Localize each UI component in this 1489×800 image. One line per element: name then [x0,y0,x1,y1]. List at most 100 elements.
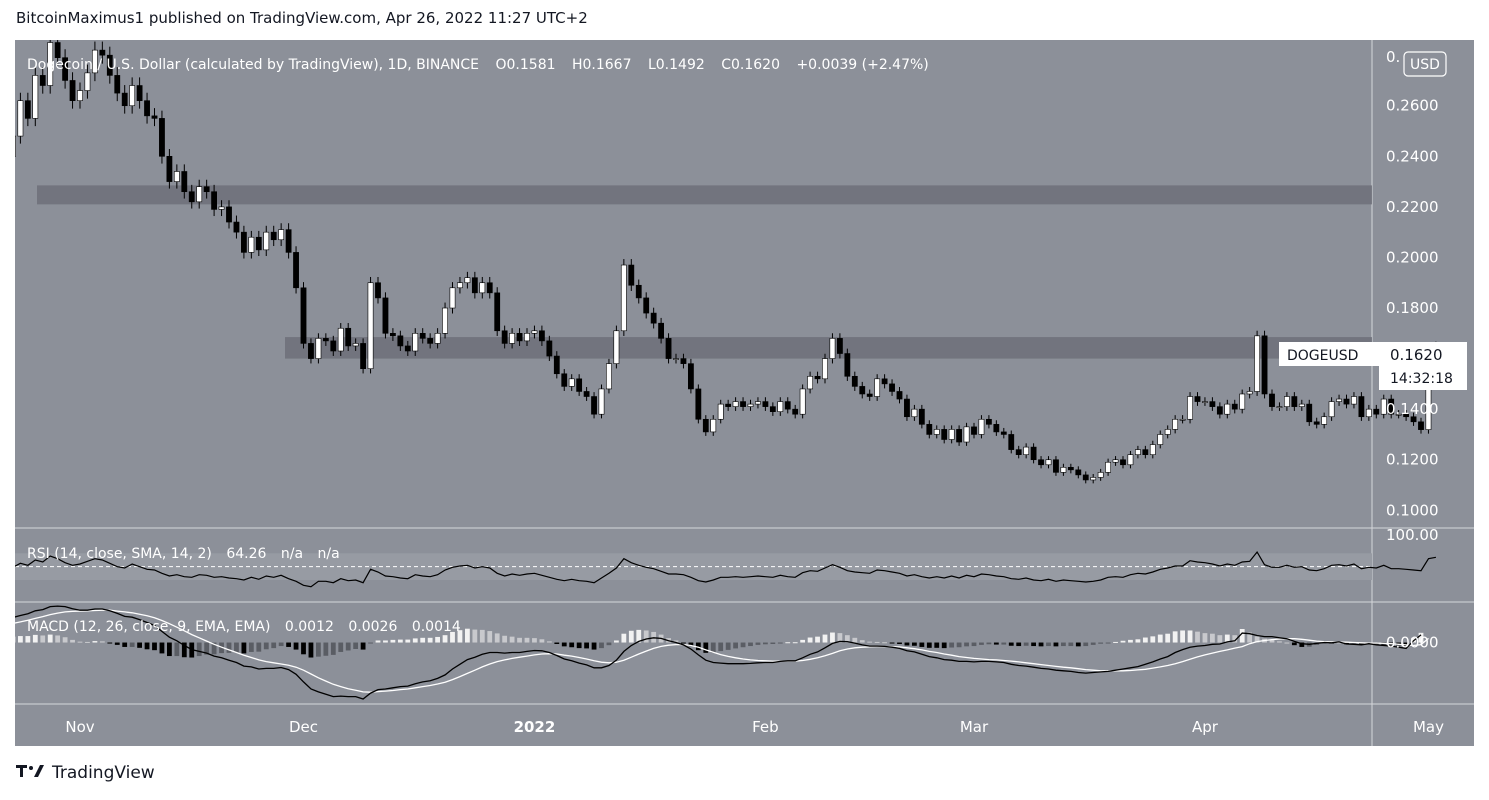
candle-body [501,330,508,344]
macd-hist-bar [859,640,865,643]
macd-hist-bar [755,642,761,645]
candle-body [799,388,806,415]
candle-body [1023,446,1030,455]
candle-body [1373,408,1380,415]
candle-body [1403,413,1409,418]
candle-body [836,338,843,354]
macd-hist-bar [92,641,98,643]
candle-body [449,287,456,309]
macd-hist-bar [1254,636,1260,643]
candle-body [404,345,411,352]
candle-body [1254,335,1260,392]
candle-body [166,156,173,182]
macd-hist-bar [1023,642,1029,646]
candle-body [725,403,732,407]
macd-hist-bar [40,635,46,643]
candle-body [851,375,858,387]
macd-hist-bar [278,642,284,647]
candle-body [807,375,813,390]
candle-body [293,252,299,289]
macd-hist-bar [1359,642,1364,645]
candle-body [144,100,150,117]
macd-hist-bar [368,642,373,644]
candle-body [54,42,61,58]
tradingview-logo-icon[interactable] [16,763,46,783]
macd-hist-bar [681,642,686,644]
candle-body [635,284,642,299]
macd-hist-bar [427,637,433,643]
candle-body [1112,459,1119,463]
macd-hist-bar [450,631,455,643]
macd-hist-bar [1418,632,1424,643]
macd-hist-bar [949,642,955,648]
macd-hist-bar [576,642,582,649]
rsi-top-label: 100.00 [1386,526,1439,544]
candle-body [1395,413,1402,416]
candle-body [1060,467,1067,473]
candle-body [576,378,583,392]
macd-hist-bar [897,642,902,644]
macd-value: 0.0026 [348,619,397,635]
macd-hist-bar [1142,637,1148,643]
macd-hist-bar [524,637,530,643]
candle-body [330,340,337,352]
candle-body [486,282,493,294]
candle-body [1418,421,1424,430]
macd-hist-bar [18,636,23,643]
candle-body [829,338,836,359]
candle-body [814,375,821,380]
candle-body [241,231,247,253]
candle-body [1075,469,1082,476]
candle-body [546,340,553,357]
macd-hist-bar [1217,635,1223,643]
candle-body [151,115,158,119]
macd-hist-bar [748,642,753,647]
candle-body [1209,401,1216,407]
candle-body [1313,421,1320,425]
candle-body [62,57,68,81]
rsi-line [15,550,1437,588]
macd-hist-bar [1351,642,1357,645]
macd-hist-bar [532,638,537,643]
candle-body [1030,446,1037,461]
macd-hist-bar [599,642,604,649]
symbol-tag-background [1279,342,1379,366]
macd-hist-bar [1172,631,1178,643]
price-chart[interactable]: 0.26000.24000.22000.20000.18000.16000.14… [15,40,1474,746]
price-tag: DOGEUSD 0.1620 14:32:18 [1279,342,1467,390]
macd-hist-bar [472,629,478,643]
candle-body [1328,401,1335,418]
candle-body [442,307,448,334]
macd-hist-bar [606,642,612,646]
macd-hist-bar [643,630,649,643]
legend-low: 0.1492 [656,57,705,73]
macd-hist-bar [837,633,843,643]
candle-body [1142,449,1149,455]
macd-hist-bar [248,642,254,652]
macd-hist-bar [397,639,403,643]
macd-hist-bar [144,642,150,650]
macd-hist-bar [375,640,381,643]
macd-hist-bar [47,634,53,643]
macd-hist-bar [85,641,90,643]
candle-body [1015,449,1022,455]
macd-hist-bar [919,642,925,647]
candle-body [1202,401,1208,403]
price-axis-top-label: 0. [1386,48,1400,66]
candle-body [583,391,590,397]
macd-line [15,605,1422,700]
candle-body [248,236,255,253]
macd-hist-bar [122,642,128,647]
candle-body [1216,406,1223,415]
currency-button[interactable]: USD [1403,51,1447,77]
macd-hist-bar [241,642,247,654]
macd-hist-bar [1165,633,1171,643]
candle-body [494,292,501,332]
candles [15,40,1439,484]
candle-body [1291,396,1298,407]
macd-hist-value: 0.0012 [285,619,334,635]
candle-body [822,358,828,380]
candle-body [1008,434,1015,450]
macd-hist-bar [777,642,783,644]
candle-body [1284,396,1290,407]
